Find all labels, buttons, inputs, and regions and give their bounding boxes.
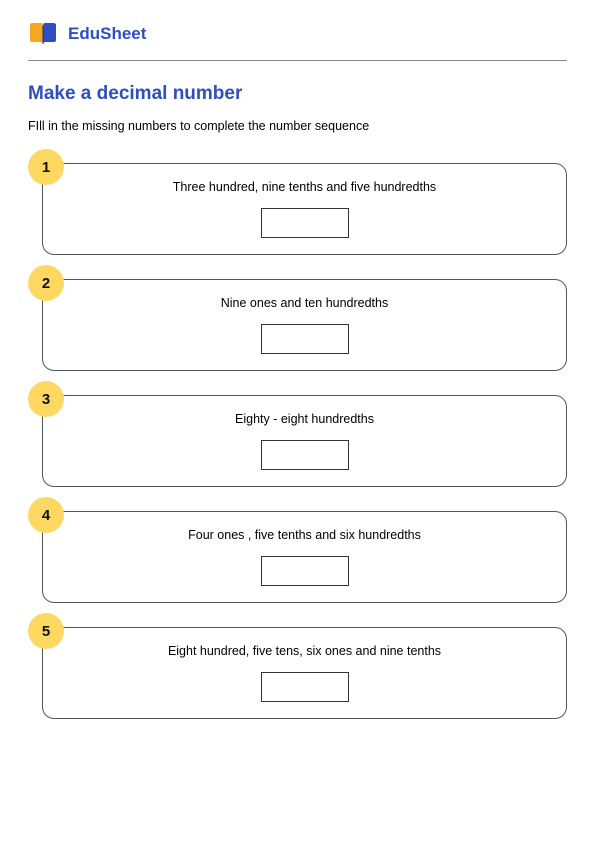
question-item: 3 Eighty - eight hundredths — [42, 395, 567, 487]
question-prompt: Eighty - eight hundredths — [63, 412, 546, 426]
question-item: 5 Eight hundred, five tens, six ones and… — [42, 627, 567, 719]
question-number-badge: 1 — [28, 149, 64, 185]
question-number-badge: 2 — [28, 265, 64, 301]
answer-input[interactable] — [261, 672, 349, 702]
page-title: Make a decimal number — [28, 83, 567, 105]
question-box: Eight hundred, five tens, six ones and n… — [42, 627, 567, 719]
questions-list: 1 Three hundred, nine tenths and five hu… — [28, 163, 567, 719]
answer-input[interactable] — [261, 324, 349, 354]
question-item: 1 Three hundred, nine tenths and five hu… — [42, 163, 567, 255]
question-box: Three hundred, nine tenths and five hund… — [42, 163, 567, 255]
question-item: 2 Nine ones and ten hundredths — [42, 279, 567, 371]
instructions: FIll in the missing numbers to complete … — [28, 119, 567, 133]
answer-input[interactable] — [261, 208, 349, 238]
question-number-badge: 4 — [28, 497, 64, 533]
question-number-badge: 3 — [28, 381, 64, 417]
header: EduSheet — [28, 22, 567, 61]
question-prompt: Nine ones and ten hundredths — [63, 296, 546, 310]
question-item: 4 Four ones , five tenths and six hundre… — [42, 511, 567, 603]
question-number-badge: 5 — [28, 613, 64, 649]
answer-input[interactable] — [261, 556, 349, 586]
question-prompt: Three hundred, nine tenths and five hund… — [63, 180, 546, 194]
brand-name: EduSheet — [68, 24, 146, 44]
question-box: Eighty - eight hundredths — [42, 395, 567, 487]
book-icon — [28, 22, 58, 46]
question-prompt: Eight hundred, five tens, six ones and n… — [63, 644, 546, 658]
question-box: Four ones , five tenths and six hundredt… — [42, 511, 567, 603]
question-prompt: Four ones , five tenths and six hundredt… — [63, 528, 546, 542]
answer-input[interactable] — [261, 440, 349, 470]
question-box: Nine ones and ten hundredths — [42, 279, 567, 371]
